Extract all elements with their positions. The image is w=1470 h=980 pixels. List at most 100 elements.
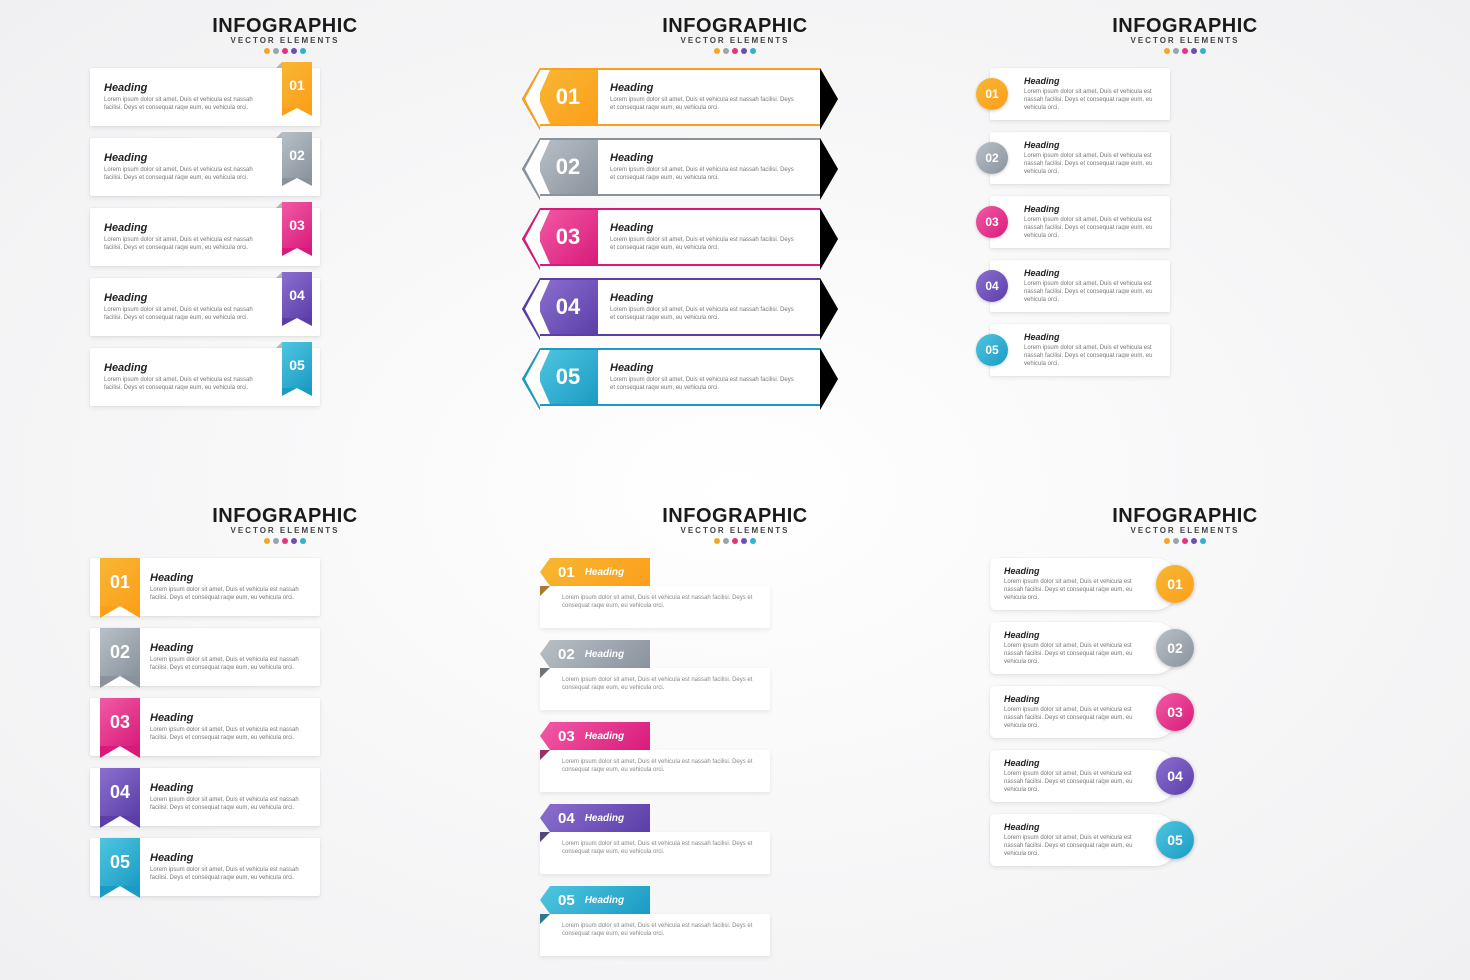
item-body-card: Lorem ipsum dolor sit amet, Duis et vehi… — [540, 750, 770, 792]
number-circle: 03 — [976, 206, 1008, 238]
items-list-4: 01 Heading Lorem ipsum dolor sit amet, D… — [90, 558, 480, 896]
panel-4: INFOGRAPHIC VECTOR ELEMENTS 01 Heading L… — [90, 505, 480, 965]
dot — [732, 48, 738, 54]
item-body: Lorem ipsum dolor sit amet, Duis et vehi… — [562, 840, 758, 856]
item-text: Heading Lorem ipsum dolor sit amet, Duis… — [1004, 566, 1144, 602]
number-ribbon: 03 Heading — [540, 722, 650, 750]
dot — [300, 538, 306, 544]
item-text: Heading Lorem ipsum dolor sit amet, Duis… — [150, 572, 308, 602]
item-heading: Heading — [1024, 204, 1160, 214]
item-heading: Heading — [1024, 76, 1160, 86]
number-flag: 01 — [100, 558, 140, 606]
subtitle: VECTOR ELEMENTS — [212, 36, 358, 45]
dot — [282, 538, 288, 544]
item-text: Heading Lorem ipsum dolor sit amet, Duis… — [104, 82, 270, 112]
item-heading: Heading — [585, 731, 624, 742]
item-heading: Heading — [585, 649, 624, 660]
item-heading: Heading — [1004, 630, 1144, 640]
list-item: 04 Heading Lorem ipsum dolor sit amet, D… — [540, 278, 820, 336]
dot — [1182, 48, 1188, 54]
title-block: INFOGRAPHIC VECTOR ELEMENTS — [1112, 15, 1258, 54]
dot — [1173, 538, 1179, 544]
number-ribbon: 01 Heading — [540, 558, 650, 586]
item-text: Heading Lorem ipsum dolor sit amet, Duis… — [1024, 268, 1160, 304]
dot — [273, 48, 279, 54]
list-item: 03 Heading Lorem ipsum dolor sit amet, D… — [540, 208, 820, 266]
item-body: Lorem ipsum dolor sit amet, Duis et vehi… — [610, 96, 798, 112]
list-item: 03 Heading Lorem ipsum dolor sit amet, D… — [990, 196, 1170, 248]
subtitle: VECTOR ELEMENTS — [1112, 36, 1258, 45]
item-heading: Heading — [150, 642, 308, 654]
item-body: Lorem ipsum dolor sit amet, Duis et vehi… — [150, 656, 308, 672]
hex-body: 03 Heading Lorem ipsum dolor sit amet, D… — [540, 208, 820, 266]
item-body: Lorem ipsum dolor sit amet, Duis et vehi… — [1024, 344, 1160, 368]
item-text: Heading Lorem ipsum dolor sit amet, Duis… — [150, 712, 308, 742]
item-number: 03 — [558, 728, 575, 745]
dot — [1191, 538, 1197, 544]
number-ribbon: 04 Heading — [540, 804, 650, 832]
item-heading: Heading — [150, 782, 308, 794]
title-block: INFOGRAPHIC VECTOR ELEMENTS — [1112, 505, 1258, 544]
flag-notch — [100, 746, 140, 758]
dot — [750, 48, 756, 54]
items-list-1: Heading Lorem ipsum dolor sit amet, Duis… — [90, 68, 480, 406]
list-item: Heading Lorem ipsum dolor sit amet, Duis… — [990, 686, 1180, 738]
item-heading: Heading — [104, 222, 270, 234]
item-text: Heading Lorem ipsum dolor sit amet, Duis… — [1004, 758, 1144, 794]
item-body: Lorem ipsum dolor sit amet, Duis et vehi… — [1004, 706, 1144, 730]
item-body: Lorem ipsum dolor sit amet, Duis et vehi… — [610, 166, 798, 182]
number-ribbon: 02 Heading — [540, 640, 650, 668]
flag-notch — [100, 816, 140, 828]
subtitle: VECTOR ELEMENTS — [662, 36, 808, 45]
item-body: Lorem ipsum dolor sit amet, Duis et vehi… — [150, 726, 308, 742]
number-circle: 04 — [1156, 757, 1194, 795]
number-ribbon: 03 — [282, 202, 312, 248]
item-heading: Heading — [585, 895, 624, 906]
item-text: Heading Lorem ipsum dolor sit amet, Duis… — [150, 642, 308, 672]
item-text: Heading Lorem ipsum dolor sit amet, Duis… — [1004, 822, 1144, 858]
item-text: Heading Lorem ipsum dolor sit amet, Duis… — [104, 292, 270, 322]
item-body: Lorem ipsum dolor sit amet, Duis et vehi… — [104, 236, 270, 252]
item-text: Heading Lorem ipsum dolor sit amet, Duis… — [610, 152, 798, 182]
list-item: Heading Lorem ipsum dolor sit amet, Duis… — [90, 138, 320, 196]
flag-notch — [100, 886, 140, 898]
number-circle: 02 — [1156, 629, 1194, 667]
panel-2: INFOGRAPHIC VECTOR ELEMENTS 01 Heading L… — [540, 15, 930, 475]
number-circle: 04 — [976, 270, 1008, 302]
item-heading: Heading — [610, 152, 798, 164]
number-circle: 05 — [976, 334, 1008, 366]
item-text: Heading Lorem ipsum dolor sit amet, Duis… — [610, 222, 798, 252]
number-flag: 05 — [100, 838, 140, 886]
flag-notch — [100, 676, 140, 688]
dot — [291, 48, 297, 54]
dot — [264, 538, 270, 544]
dot — [1200, 538, 1206, 544]
item-text: Heading Lorem ipsum dolor sit amet, Duis… — [150, 782, 308, 812]
number-flag: 02 — [100, 628, 140, 676]
item-heading: Heading — [1024, 268, 1160, 278]
item-body: Lorem ipsum dolor sit amet, Duis et vehi… — [1004, 834, 1144, 858]
number-badge: 04 — [538, 280, 598, 334]
dot — [291, 538, 297, 544]
item-body: Lorem ipsum dolor sit amet, Duis et vehi… — [1004, 770, 1144, 794]
list-item: 01 Heading Lorem ipsum dolor sit amet, D… — [540, 558, 770, 628]
dot — [741, 48, 747, 54]
list-item: 03 Heading Lorem ipsum dolor sit amet, D… — [90, 698, 320, 756]
subtitle: VECTOR ELEMENTS — [662, 526, 808, 535]
item-text: Heading Lorem ipsum dolor sit amet, Duis… — [1004, 694, 1144, 730]
dot — [1200, 48, 1206, 54]
item-text: Heading Lorem ipsum dolor sit amet, Duis… — [610, 82, 798, 112]
item-body: Lorem ipsum dolor sit amet, Duis et vehi… — [104, 376, 270, 392]
title: INFOGRAPHIC — [662, 15, 808, 38]
item-text: Heading Lorem ipsum dolor sit amet, Duis… — [1024, 204, 1160, 240]
number-ribbon: 01 — [282, 62, 312, 108]
item-body-card: Lorem ipsum dolor sit amet, Duis et vehi… — [540, 668, 770, 710]
item-heading: Heading — [585, 813, 624, 824]
item-body: Lorem ipsum dolor sit amet, Duis et vehi… — [1024, 280, 1160, 304]
list-item: 05 Heading Lorem ipsum dolor sit amet, D… — [540, 886, 770, 956]
color-dots — [212, 48, 358, 54]
item-heading: Heading — [1004, 822, 1144, 832]
item-body: Lorem ipsum dolor sit amet, Duis et vehi… — [1024, 216, 1160, 240]
item-heading: Heading — [150, 712, 308, 724]
number-ribbon: 05 — [282, 342, 312, 388]
